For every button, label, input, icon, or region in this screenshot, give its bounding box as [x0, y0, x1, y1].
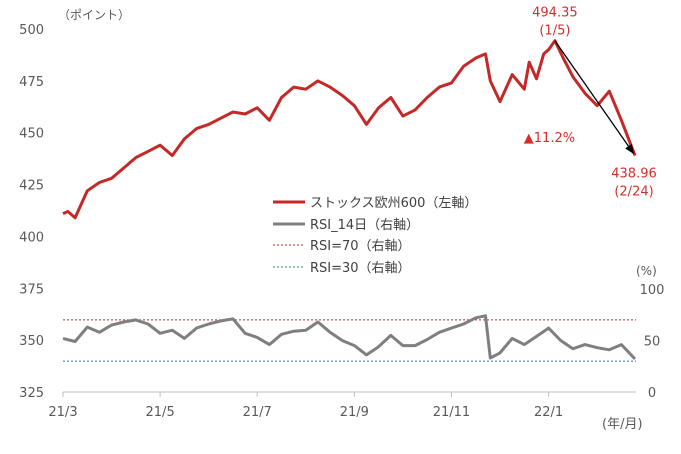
legend-label-rsi30: RSI=30（右軸） [310, 261, 411, 276]
legend-label-rsi70: RSI=70（右軸） [310, 239, 411, 254]
x-axis-ticks: 21/3 21/5 21/7 21/9 21/11 22/1 [48, 392, 563, 420]
left-tick-label: 375 [19, 282, 44, 297]
legend: ストックス欧州600（左軸） RSI_14日（右軸） RSI=70（右軸） RS… [273, 196, 477, 276]
stoxx600-series-line [62, 39, 637, 220]
x-tick-label: 21/9 [340, 405, 369, 420]
right-tick-label: 50 [644, 335, 661, 350]
legend-label-rsi: RSI_14日（右軸） [310, 218, 419, 233]
peak-value-label: 494.35 [532, 6, 578, 21]
last-value-label: 438.96 [611, 167, 657, 182]
right-axis-ticks: 0 50 100 [640, 283, 665, 401]
right-tick-label: 100 [640, 283, 665, 298]
decline-arrow [554, 40, 635, 155]
left-tick-label: 475 [19, 75, 44, 90]
x-tick-label: 21/3 [48, 405, 77, 420]
peak-date-label: (1/5) [539, 24, 570, 39]
right-axis-unit-label: (%) [636, 264, 657, 278]
x-axis-label: (年/月) [602, 417, 643, 432]
left-tick-label: 425 [19, 179, 44, 194]
left-axis-unit-label: （ポイント） [58, 8, 130, 22]
x-tick-label: 21/5 [146, 405, 175, 420]
left-tick-label: 325 [19, 386, 44, 401]
legend-label-stoxx: ストックス欧州600（左軸） [310, 196, 477, 211]
x-tick-label: 21/11 [433, 405, 470, 420]
x-tick-label: 21/7 [243, 405, 272, 420]
decline-percent-label: ▲11.2% [524, 131, 575, 146]
left-tick-label: 350 [19, 334, 44, 349]
right-tick-label: 0 [648, 386, 656, 401]
left-tick-label: 400 [19, 230, 44, 245]
left-tick-label: 500 [19, 23, 44, 38]
rsi-series-line [62, 314, 637, 361]
left-tick-label: 450 [19, 127, 44, 142]
x-tick-label: 22/1 [534, 405, 563, 420]
left-axis-ticks: 325 350 375 400 425 450 475 500 [19, 23, 44, 401]
last-date-label: (2/24) [614, 185, 653, 200]
